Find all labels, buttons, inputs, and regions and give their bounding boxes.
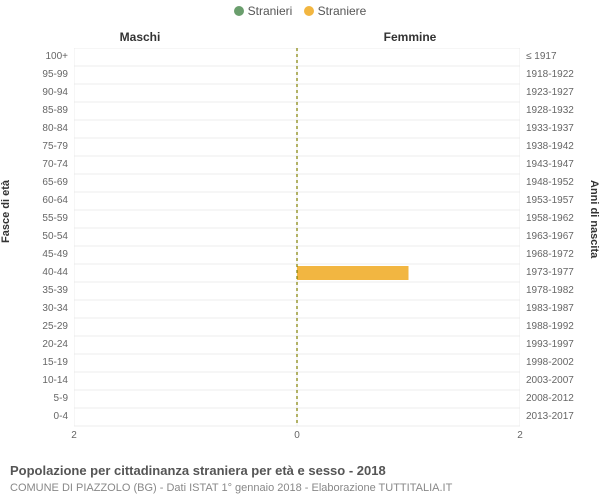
y-tick-left: 5-9 <box>0 390 72 408</box>
y-tick-right: 2008-2012 <box>522 390 600 408</box>
y-tick-left: 15-19 <box>0 354 72 372</box>
legend-item-stranieri: Stranieri <box>234 4 293 18</box>
y-tick-right: 1998-2002 <box>522 354 600 372</box>
legend-swatch-icon <box>234 6 244 16</box>
y-tick-left: 90-94 <box>0 84 72 102</box>
chart-subcaption: COMUNE DI PIAZZOLO (BG) - Dati ISTAT 1° … <box>10 482 452 494</box>
y-tick-left: 55-59 <box>0 210 72 228</box>
y-tick-right: 1918-1922 <box>522 66 600 84</box>
y-tick-left: 95-99 <box>0 66 72 84</box>
legend-swatch-icon <box>304 6 314 16</box>
y-tick-right: 1993-1997 <box>522 336 600 354</box>
y-tick-right: 1943-1947 <box>522 156 600 174</box>
y-tick-right: 1983-1987 <box>522 300 600 318</box>
y-tick-left: 75-79 <box>0 138 72 156</box>
y-tick-left: 30-34 <box>0 300 72 318</box>
y-tick-left: 35-39 <box>0 282 72 300</box>
y-tick-right: ≤ 1917 <box>522 48 600 66</box>
y-tick-right: 1973-1977 <box>522 264 600 282</box>
y-tick-right: 1958-1962 <box>522 210 600 228</box>
y-tick-right: 1923-1927 <box>522 84 600 102</box>
y-tick-left: 85-89 <box>0 102 72 120</box>
y-tick-left: 25-29 <box>0 318 72 336</box>
y-tick-left: 80-84 <box>0 120 72 138</box>
x-tick: 2 <box>517 430 523 441</box>
y-tick-right: 1948-1952 <box>522 174 600 192</box>
y-tick-right: 1963-1967 <box>522 228 600 246</box>
y-tick-right: 2013-2017 <box>522 408 600 426</box>
x-tick: 0 <box>294 430 300 441</box>
panel-title-maschi: Maschi <box>0 30 280 44</box>
y-tick-left: 40-44 <box>0 264 72 282</box>
pyramid-chart: Stranieri Straniere Maschi Femmine Fasce… <box>0 0 600 500</box>
y-tick-right: 1968-1972 <box>522 246 600 264</box>
y-tick-right: 1978-1982 <box>522 282 600 300</box>
y-tick-right: 1953-1957 <box>522 192 600 210</box>
chart-caption: Popolazione per cittadinanza straniera p… <box>10 463 386 478</box>
y-tick-right: 1928-1932 <box>522 102 600 120</box>
y-tick-right: 2003-2007 <box>522 372 600 390</box>
legend-label: Straniere <box>318 4 367 18</box>
y-tick-left: 100+ <box>0 48 72 66</box>
panel-title-femmine: Femmine <box>280 30 540 44</box>
y-tick-right: 1933-1937 <box>522 120 600 138</box>
legend: Stranieri Straniere <box>0 4 600 19</box>
y-tick-right: 1938-1942 <box>522 138 600 156</box>
legend-item-straniere: Straniere <box>304 4 367 18</box>
y-tick-left: 0-4 <box>0 408 72 426</box>
y-tick-left: 70-74 <box>0 156 72 174</box>
y-tick-left: 65-69 <box>0 174 72 192</box>
legend-label: Stranieri <box>248 4 293 18</box>
y-tick-left: 45-49 <box>0 246 72 264</box>
plot-svg <box>74 48 520 428</box>
plot-area <box>74 48 520 428</box>
y-tick-left: 10-14 <box>0 372 72 390</box>
y-tick-left: 60-64 <box>0 192 72 210</box>
x-axis-ticks: 2 0 2 <box>74 430 520 444</box>
y-tick-right: 1988-1992 <box>522 318 600 336</box>
y-tick-left: 20-24 <box>0 336 72 354</box>
y-tick-left: 50-54 <box>0 228 72 246</box>
x-tick: 2 <box>71 430 77 441</box>
y-axis-right-ticks: ≤ 19171918-19221923-19271928-19321933-19… <box>522 48 600 428</box>
y-axis-left-ticks: 100+95-9990-9485-8980-8475-7970-7465-696… <box>0 48 72 428</box>
